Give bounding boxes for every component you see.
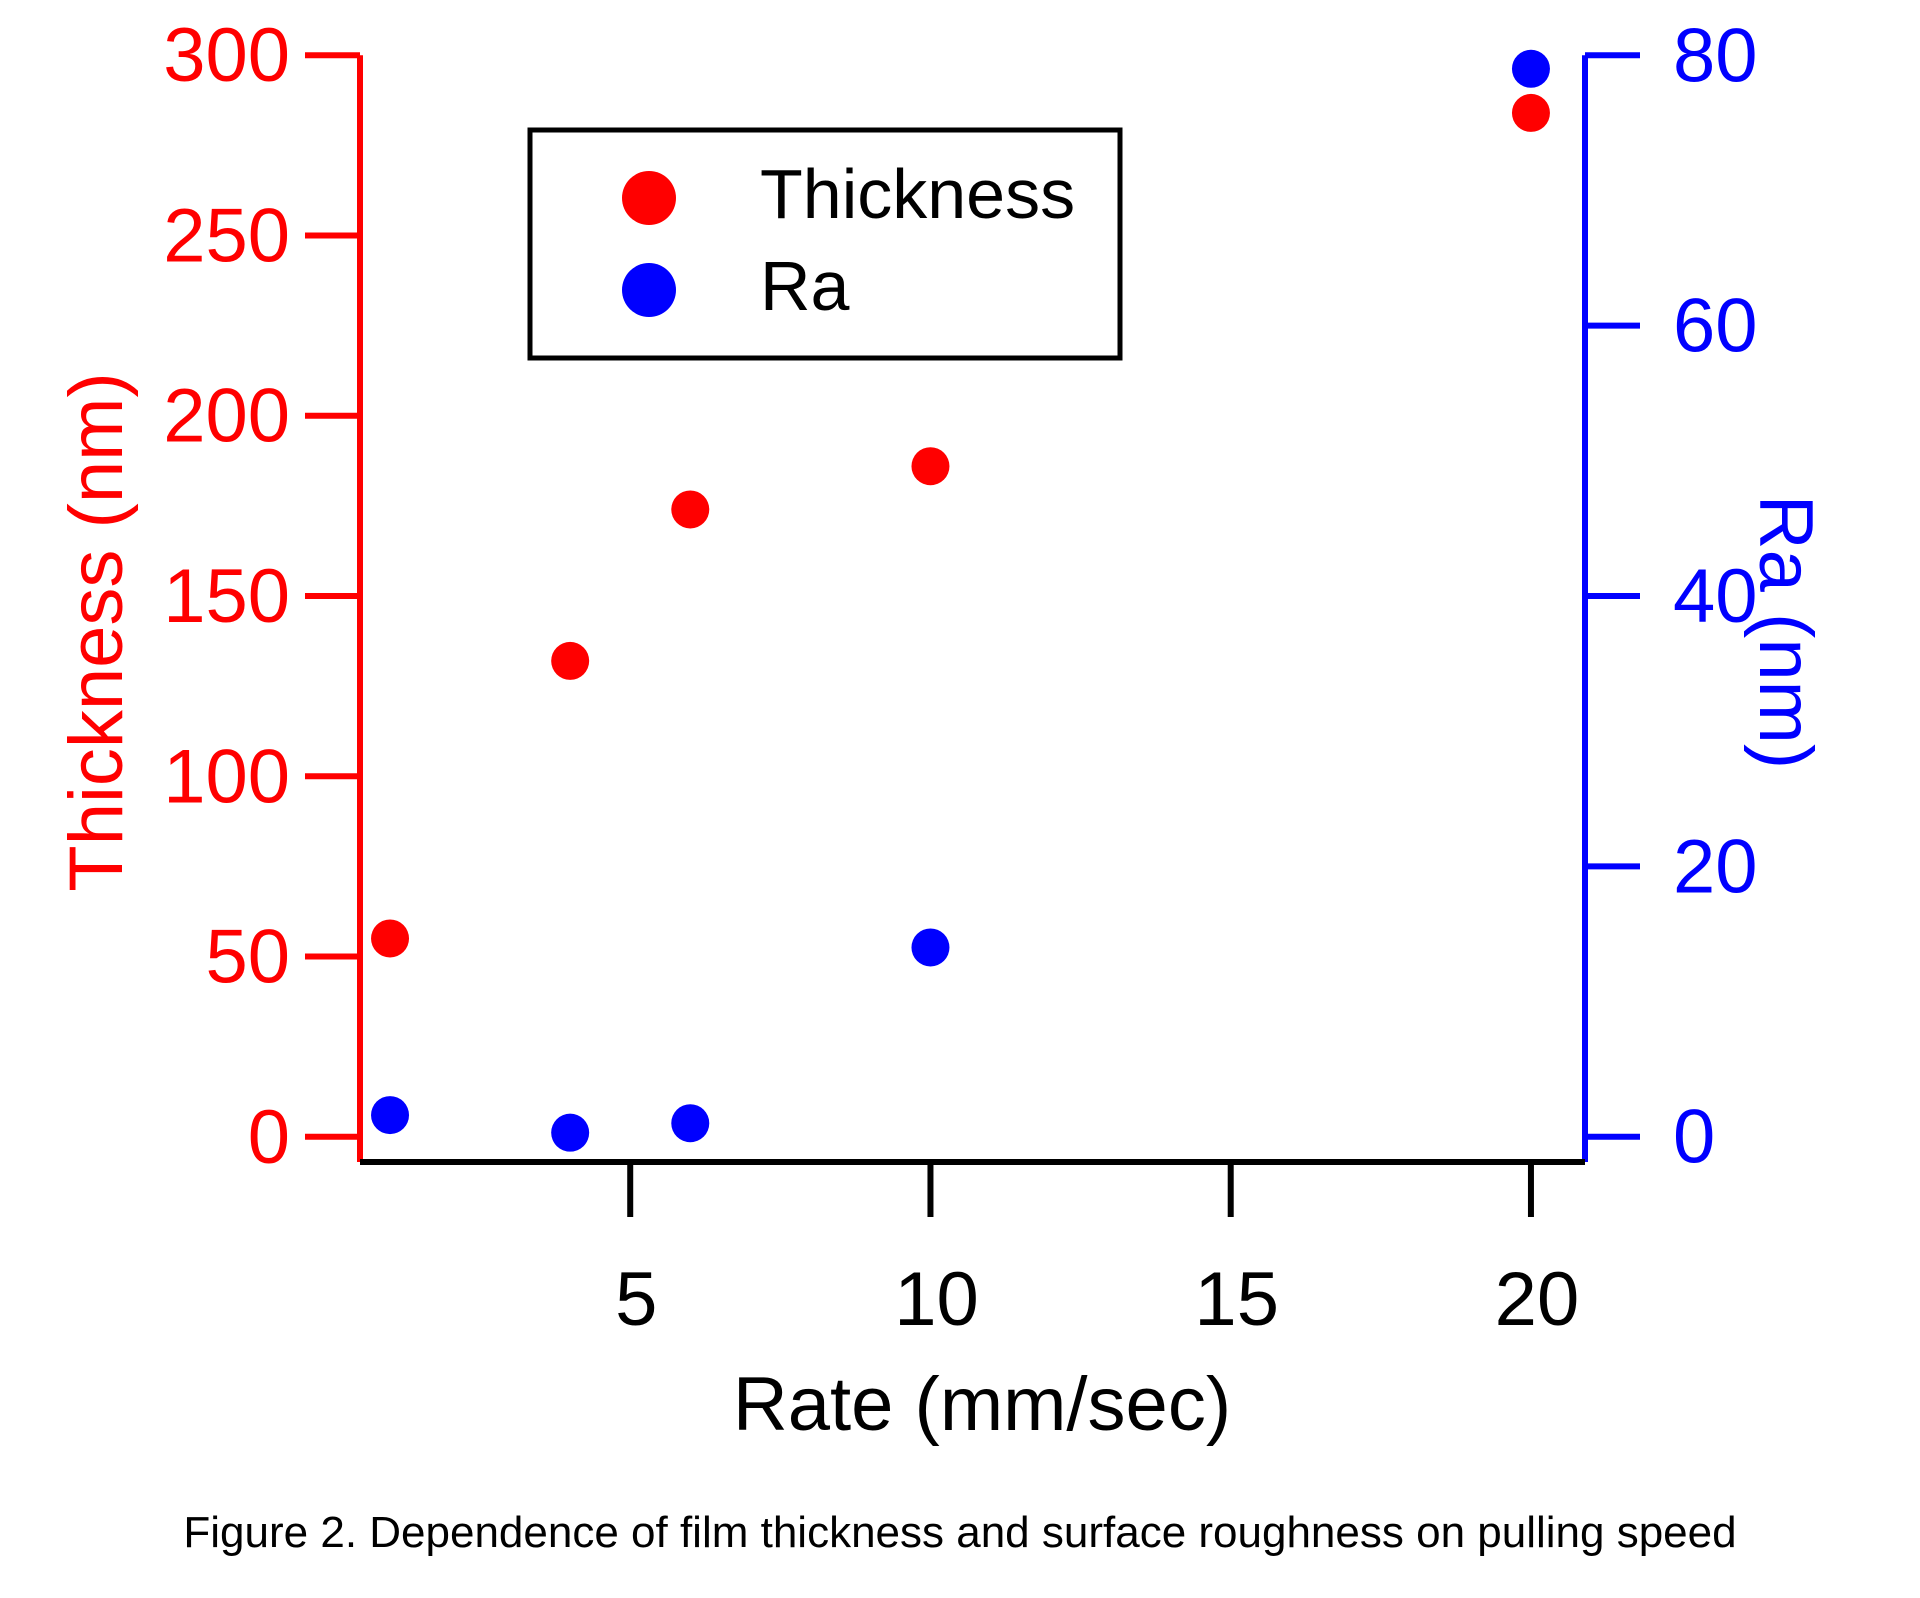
data-point-thickness: [911, 447, 950, 486]
data-point-ra: [911, 928, 950, 967]
legend-box: [527, 127, 1123, 361]
data-points: [371, 49, 1550, 1152]
y-axis-label-left: Thickness (nm): [54, 372, 139, 891]
y-left-tick-label: 0: [248, 1095, 290, 1180]
y-right-tick-label: 80: [1673, 13, 1758, 98]
y-right-tick-label: 60: [1673, 284, 1758, 369]
y-left-tick-label: 50: [205, 915, 290, 1000]
y-left-tick-label: 200: [163, 374, 290, 459]
data-point-ra: [551, 1113, 590, 1152]
y-left-tick-label: 250: [163, 193, 290, 278]
y-right-tick-label: 0: [1673, 1095, 1715, 1180]
y-left-tick-label: 100: [163, 734, 290, 819]
legend-marker-thickness: [622, 171, 676, 225]
data-point-ra: [371, 1096, 410, 1135]
x-tick-label: 10: [894, 1257, 979, 1342]
y-right-tick-label: 20: [1673, 824, 1758, 909]
data-point-ra: [1511, 49, 1550, 88]
x-tick-label: 15: [1194, 1257, 1279, 1342]
x-tick-label: 20: [1495, 1257, 1580, 1342]
x-tick-label: 5: [615, 1257, 657, 1342]
axes: 0 50 100 150 200 250 300 0 20 40 60 80 5 10 15 20: [163, 13, 1757, 1342]
data-point-ra: [671, 1104, 710, 1143]
data-point-thickness: [671, 490, 710, 529]
y-left-tick-label: 150: [163, 554, 290, 639]
y-axis-label-right: Ra (nm): [1743, 495, 1828, 769]
figure-caption: Figure 2. Dependence of film thickness a…: [183, 1508, 1737, 1557]
y-right-tick-label: 40: [1673, 554, 1758, 639]
legend: Thickness Ra: [527, 127, 1123, 361]
legend-label-thickness: Thickness: [760, 155, 1075, 233]
legend-marker-ra: [622, 263, 676, 317]
legend-label-ra: Ra: [760, 247, 850, 325]
data-point-thickness: [551, 641, 590, 680]
data-point-thickness: [1511, 93, 1550, 132]
data-point-thickness: [371, 919, 410, 958]
y-left-tick-label: 300: [163, 13, 290, 98]
x-axis-label: Rate (mm/sec): [733, 1362, 1231, 1447]
